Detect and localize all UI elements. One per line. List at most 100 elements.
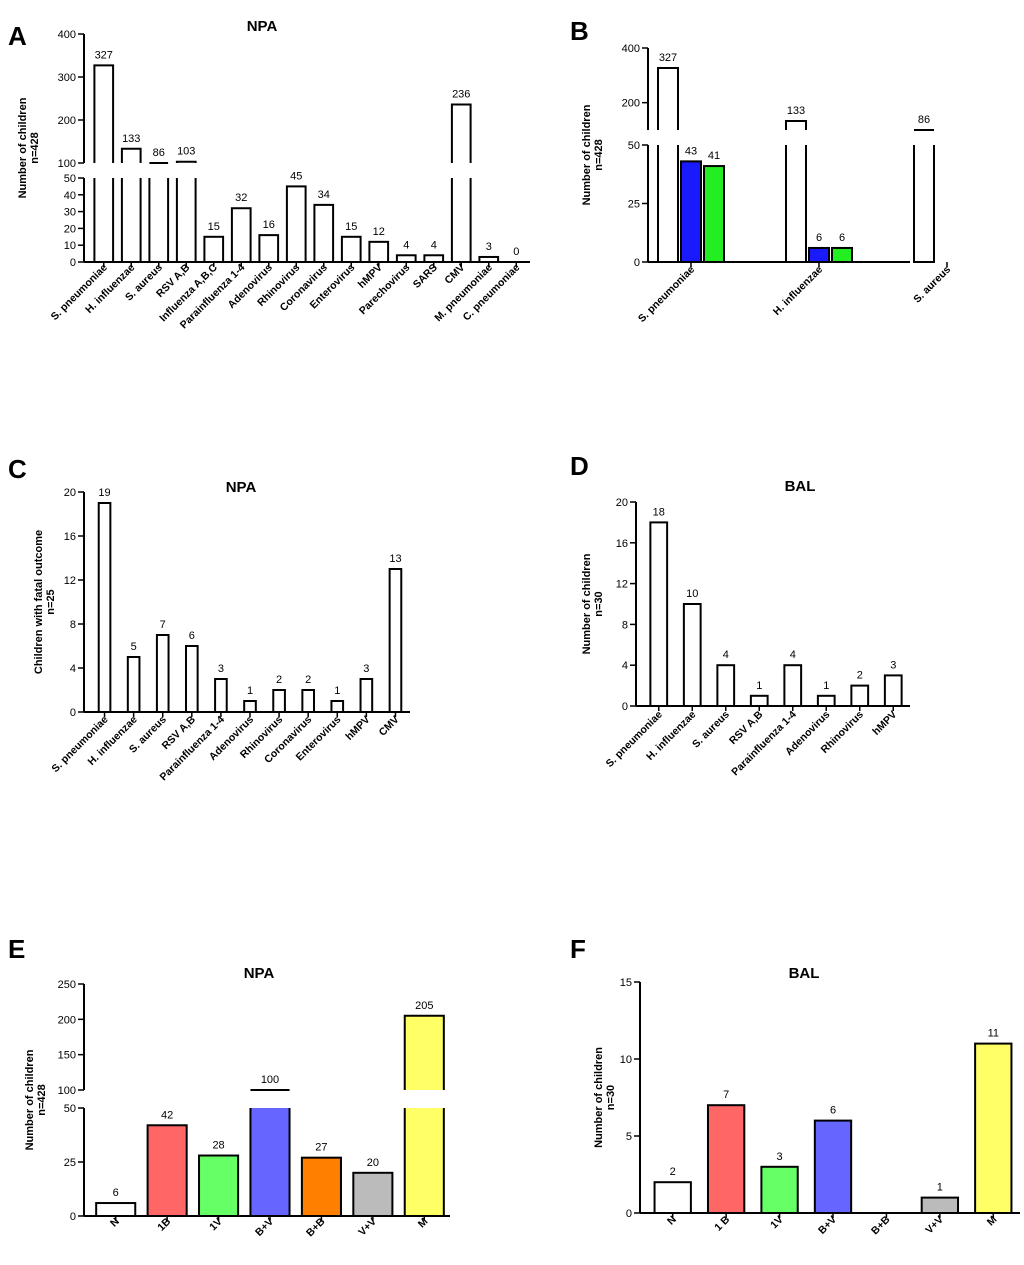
x-tick-label-f: M — [985, 1213, 1000, 1228]
y-tick-label-a: 400 — [58, 29, 76, 41]
y-tick-label-f: 0 — [626, 1208, 632, 1220]
bar-a-6-value-label: 16 — [263, 219, 275, 231]
bar-d-5 — [816, 694, 836, 708]
bar-d-6 — [850, 684, 870, 708]
bar-f-0 — [653, 1181, 692, 1215]
x-tick-label-c: hMPV — [343, 714, 372, 743]
y-tick-label-a: 20 — [64, 223, 76, 235]
bar-a-13-fill-lower — [451, 178, 471, 262]
bar-b-0-0-outline-upper — [657, 66, 679, 130]
y-axis-label-a-0: Number of children — [17, 97, 29, 198]
bar-e-0 — [95, 1202, 137, 1218]
panel-d: D BAL Number of children n=30 0 4 8 12 16 20 18 S. … — [560, 440, 1020, 805]
y-axis-label-d-0: Number of children — [581, 553, 593, 654]
bar-b-0-0-fill-lower — [658, 145, 678, 262]
x-tick-label-b: S. aureus — [911, 264, 953, 306]
bar-c-9 — [359, 678, 374, 713]
bar-c-8-value-label: 1 — [334, 685, 340, 697]
bar-e-6-outline-upper — [403, 1014, 445, 1090]
bar-f-6-value-label: 11 — [988, 1028, 999, 1040]
bar-c-9-value-label: 3 — [363, 663, 369, 675]
bar-a-13-outline-upper — [450, 103, 472, 163]
bar-d-5-value-label: 1 — [823, 680, 829, 692]
bar-c-3-value-label: 6 — [189, 630, 195, 642]
bar-c-7-value-label: 2 — [305, 674, 311, 686]
y-tick-label-b: 25 — [628, 199, 640, 211]
bar-f-3-value-label: 6 — [830, 1105, 836, 1117]
bar-e-3-fill-lower — [250, 1108, 290, 1216]
bar-b-1-0-outline-upper — [785, 119, 807, 130]
x-tick-label-b: S. pneumoniae — [636, 264, 697, 325]
bar-b-2-0-fill-lower — [914, 145, 934, 262]
bar-e-2-value-label: 28 — [212, 1140, 224, 1152]
y-axis-label-d-1: n=30 — [593, 591, 605, 616]
y-tick-label-d: 12 — [616, 579, 628, 591]
bar-b-1-1 — [808, 246, 830, 264]
bar-d-4-value-label: 4 — [790, 649, 796, 661]
x-tick-label-e: B+B — [304, 1215, 328, 1239]
x-tick-label-b: H. influenzae — [771, 264, 825, 318]
bar-f-5 — [920, 1196, 960, 1215]
bar-c-0-value-label: 19 — [98, 487, 110, 499]
bar-a-11 — [395, 254, 417, 263]
bar-c-5-value-label: 1 — [247, 685, 253, 697]
bar-c-4 — [214, 678, 228, 713]
y-tick-label-e: 250 — [58, 979, 76, 991]
bar-a-0-outline-upper — [93, 64, 115, 163]
bar-a-9-value-label: 15 — [345, 221, 357, 233]
bar-f-3 — [813, 1119, 853, 1215]
bar-e-5-value-label: 20 — [367, 1157, 379, 1169]
bar-b-0-2 — [703, 165, 725, 263]
bar-a-1-outline-upper — [120, 147, 142, 163]
x-tick-label-d: hMPV — [870, 709, 899, 738]
y-tick-label-e: 25 — [64, 1157, 76, 1169]
bar-d-7-value-label: 3 — [890, 659, 896, 671]
bar-d-2-value-label: 4 — [723, 649, 729, 661]
panel-c: C NPA Children with fatal outcome n=25 0 4 8 12… — [0, 440, 540, 805]
y-tick-label-d: 20 — [616, 497, 628, 509]
bar-b-0-0-value-label: 327 — [659, 52, 677, 64]
y-tick-label-a: 0 — [70, 257, 76, 269]
y-tick-label-d: 4 — [622, 660, 628, 672]
chart-title-e: NPA — [244, 965, 275, 982]
x-tick-label-a: CMV — [442, 262, 467, 287]
chart-title-c: NPA — [226, 479, 257, 496]
bar-c-5 — [243, 700, 257, 713]
panel-e: E NPA Number of children n=428 0 25 50 100 150 20… — [0, 920, 540, 1265]
bar-a-1-value-label: 133 — [122, 133, 140, 145]
bar-f-5-value-label: 1 — [937, 1182, 943, 1194]
bar-c-6 — [272, 689, 286, 713]
x-tick-label-a: SARS — [411, 262, 440, 291]
chart-title-a: NPA — [247, 18, 278, 35]
y-tick-label-e: 0 — [70, 1211, 76, 1223]
y-tick-label-c: 12 — [64, 575, 76, 587]
bar-f-2-value-label: 3 — [777, 1151, 783, 1163]
bar-d-0 — [649, 521, 669, 708]
bar-c-7 — [301, 689, 316, 713]
bar-a-1-fill-lower — [121, 178, 141, 262]
bar-d-6-value-label: 2 — [857, 670, 863, 682]
bar-a-2-fill-lower — [149, 178, 169, 262]
y-axis-label-f-0: Number of children — [593, 1047, 605, 1148]
bar-e-1-value-label: 42 — [161, 1109, 173, 1121]
y-tick-label-c: 8 — [70, 619, 76, 631]
bar-c-10 — [388, 568, 403, 713]
y-tick-label-f: 10 — [620, 1054, 632, 1066]
bar-d-0-value-label: 18 — [653, 506, 665, 518]
bar-a-3-outline-upper — [175, 160, 197, 163]
bar-c-2 — [155, 634, 170, 713]
chart-title-d: BAL — [785, 478, 816, 495]
bar-c-10-value-label: 13 — [389, 553, 401, 565]
bar-b-0-0-outline-lower — [657, 145, 679, 263]
x-tick-label-e: 1B — [155, 1215, 173, 1233]
bar-a-15-value-label: 0 — [513, 246, 519, 258]
y-tick-label-c: 4 — [70, 663, 76, 675]
x-tick-label-f: 1V — [768, 1214, 786, 1232]
bar-a-13-value-label: 236 — [452, 89, 470, 101]
bar-a-7 — [285, 185, 307, 263]
bar-d-7 — [883, 674, 903, 707]
x-tick-label-e: N — [108, 1216, 122, 1230]
y-tick-label-c: 0 — [70, 707, 76, 719]
bar-b-1-2-value-label: 6 — [839, 232, 845, 244]
